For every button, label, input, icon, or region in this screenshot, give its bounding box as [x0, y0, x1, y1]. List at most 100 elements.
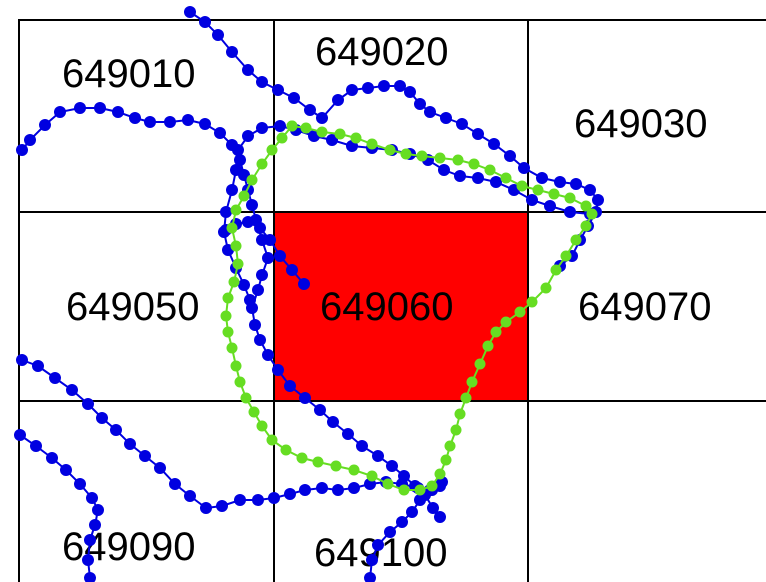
- blue-track-b-point: [378, 80, 390, 92]
- blue-track-d-point: [16, 354, 28, 366]
- grid-cell-blank: [527, 400, 766, 582]
- green-track-point: [440, 454, 452, 466]
- blue-track-e-point: [14, 429, 26, 441]
- blue-track-f-point: [364, 572, 376, 582]
- green-track-point: [482, 340, 494, 352]
- blue-track-b-point: [424, 106, 436, 118]
- blue-track-a-point: [94, 102, 106, 114]
- green-track-point: [500, 316, 512, 328]
- blue-track-b-point: [332, 94, 344, 106]
- green-track-point: [312, 456, 324, 468]
- blue-track-g-point: [286, 264, 298, 276]
- blue-track-d-point: [299, 484, 311, 496]
- blue-track-a-point: [342, 428, 354, 440]
- blue-track-c-point: [490, 176, 502, 188]
- blue-track-b-point: [592, 194, 604, 206]
- cell-label-649070: 649070: [578, 285, 711, 329]
- blue-track-a-point: [314, 404, 326, 416]
- blue-track-a-point: [214, 127, 226, 139]
- blue-track-d-point: [316, 482, 328, 494]
- blue-track-a-point: [427, 502, 439, 514]
- blue-track-a-point: [356, 440, 368, 452]
- blue-track-b-point: [456, 118, 468, 130]
- blue-track-b-point: [570, 178, 582, 190]
- green-track-point: [444, 440, 456, 452]
- blue-track-a-point: [74, 102, 86, 114]
- green-track-point: [226, 342, 238, 354]
- blue-track-b-point: [212, 29, 224, 41]
- blue-track-c-point: [244, 294, 256, 306]
- blue-track-c-point: [242, 130, 254, 142]
- green-track-point: [240, 392, 252, 404]
- blue-track-c-point: [564, 206, 576, 218]
- blue-track-a-point: [144, 116, 156, 128]
- blue-track-b-point: [288, 92, 300, 104]
- blue-track-e-point: [84, 534, 96, 546]
- blue-track-a-point: [254, 334, 266, 346]
- blue-track-d-point: [110, 424, 122, 436]
- blue-track-a-point: [372, 450, 384, 462]
- blue-track-b-point: [414, 98, 426, 110]
- green-track-point: [516, 180, 528, 192]
- blue-track-b-point: [184, 6, 196, 18]
- blue-track-b-point: [488, 138, 500, 150]
- blue-track-d-point: [49, 372, 61, 384]
- green-track-point: [296, 452, 308, 464]
- green-track-point: [230, 240, 242, 252]
- blue-track-a-point: [386, 460, 398, 472]
- cell-label-649090: 649090: [62, 525, 195, 569]
- blue-track-e-point: [84, 572, 96, 582]
- blue-track-c-point: [230, 164, 242, 176]
- blue-track-d-line: [21, 359, 441, 510]
- blue-track-d-point: [268, 492, 280, 504]
- blue-track-c-point: [274, 120, 286, 132]
- green-track-point: [276, 132, 288, 144]
- blue-track-b-point: [536, 172, 548, 184]
- green-track-point: [366, 470, 378, 482]
- blue-track-b-point: [256, 76, 268, 88]
- blue-track-d-point: [154, 462, 166, 474]
- blue-track-a-point: [16, 144, 28, 156]
- blue-track-a-point: [112, 106, 124, 118]
- blue-track-b-point: [394, 80, 406, 92]
- blue-track-a-point: [299, 392, 311, 404]
- green-track-point: [366, 138, 378, 150]
- blue-track-d-point: [169, 478, 181, 490]
- blue-track-e-point: [46, 452, 58, 464]
- blue-track-g-point: [264, 234, 276, 246]
- blue-track-a-point: [272, 364, 284, 376]
- blue-track-d-point: [332, 484, 344, 496]
- green-track-point: [238, 190, 250, 202]
- blue-track-a-point: [39, 119, 51, 131]
- blue-track-f-point: [396, 516, 408, 528]
- grid-cell-649060-highlighted[interactable]: [273, 211, 529, 402]
- blue-track-b-point: [472, 128, 484, 140]
- green-track-point: [548, 188, 560, 200]
- blue-track-c-point: [438, 164, 450, 176]
- blue-track-d-point: [348, 482, 360, 494]
- green-track-point: [348, 464, 360, 476]
- green-track-point: [222, 292, 234, 304]
- blue-track-b-point: [362, 82, 374, 94]
- green-track-point: [434, 468, 446, 480]
- green-track-point: [400, 148, 412, 160]
- blue-track-f-point: [366, 554, 378, 566]
- blue-track-b-point: [518, 162, 530, 174]
- blue-track-e-point: [82, 554, 94, 566]
- blue-track-a-point: [182, 114, 194, 126]
- blue-track-d-point: [82, 398, 94, 410]
- green-track-point: [426, 480, 438, 492]
- blue-track-a-point: [199, 118, 211, 130]
- blue-track-g-point: [274, 250, 286, 262]
- green-track-point: [266, 144, 278, 156]
- green-track-point: [434, 152, 446, 164]
- cell-labels: 649010 649020 649030 649050 649060 64907…: [62, 30, 711, 575]
- green-track-point: [256, 158, 268, 170]
- blue-track-d-point: [284, 488, 296, 500]
- blue-track-e-point: [86, 492, 98, 504]
- green-track-point: [452, 154, 464, 166]
- blue-track-f-point: [406, 506, 418, 518]
- green-track-point: [454, 408, 466, 420]
- green-track-point: [330, 460, 342, 472]
- green-track-point: [384, 144, 396, 156]
